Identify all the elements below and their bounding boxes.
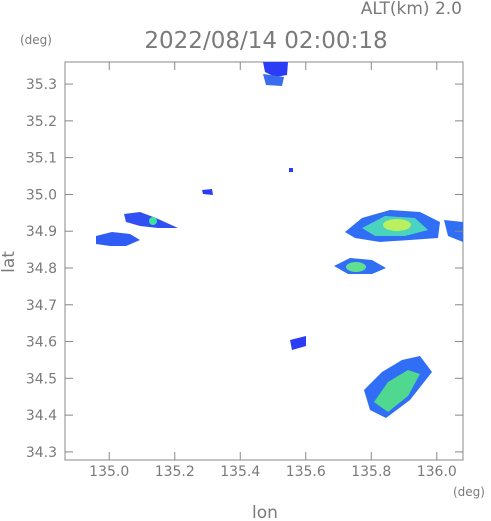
y-tick-label: 35.2 bbox=[26, 114, 57, 130]
y-axis-label: lat bbox=[0, 251, 19, 273]
y-tick-label: 34.9 bbox=[26, 224, 57, 240]
echo bbox=[374, 370, 420, 412]
y-tick-label: 34.7 bbox=[26, 298, 57, 314]
y-tick-label: 34.3 bbox=[26, 445, 57, 461]
x-tick-label: 135.8 bbox=[351, 464, 391, 480]
x-axis-label: lon bbox=[252, 503, 278, 521]
x-tick-label: 136.0 bbox=[417, 464, 457, 480]
x-tick-label: 135.6 bbox=[286, 464, 326, 480]
echo bbox=[444, 220, 463, 242]
echo bbox=[383, 219, 411, 231]
x-tick-label: 135.2 bbox=[155, 464, 195, 480]
echo bbox=[149, 217, 157, 225]
y-tick-label: 35.0 bbox=[26, 187, 57, 203]
y-tick-label: 35.3 bbox=[26, 77, 57, 93]
echo bbox=[290, 336, 306, 350]
altitude-label: ALT(km) 2.0 bbox=[361, 0, 462, 19]
echo bbox=[202, 189, 213, 195]
y-tick-label: 34.4 bbox=[26, 408, 57, 424]
x-tick-label: 135.0 bbox=[89, 464, 129, 480]
echo bbox=[346, 262, 366, 272]
y-tick-label: 34.5 bbox=[26, 371, 57, 387]
radar-echoes bbox=[96, 62, 463, 418]
echo bbox=[263, 62, 288, 77]
echo bbox=[263, 74, 284, 86]
y-tick-label: 35.1 bbox=[26, 151, 57, 167]
echo bbox=[289, 168, 293, 172]
echo bbox=[96, 232, 140, 246]
y-tick-label: 34.6 bbox=[26, 335, 57, 351]
chart-title: 2022/08/14 02:00:18 bbox=[144, 28, 387, 54]
y-unit: (deg) bbox=[20, 33, 52, 47]
x-unit: (deg) bbox=[453, 485, 485, 499]
y-tick-label: 34.8 bbox=[26, 261, 57, 277]
x-tick-label: 135.4 bbox=[220, 464, 260, 480]
